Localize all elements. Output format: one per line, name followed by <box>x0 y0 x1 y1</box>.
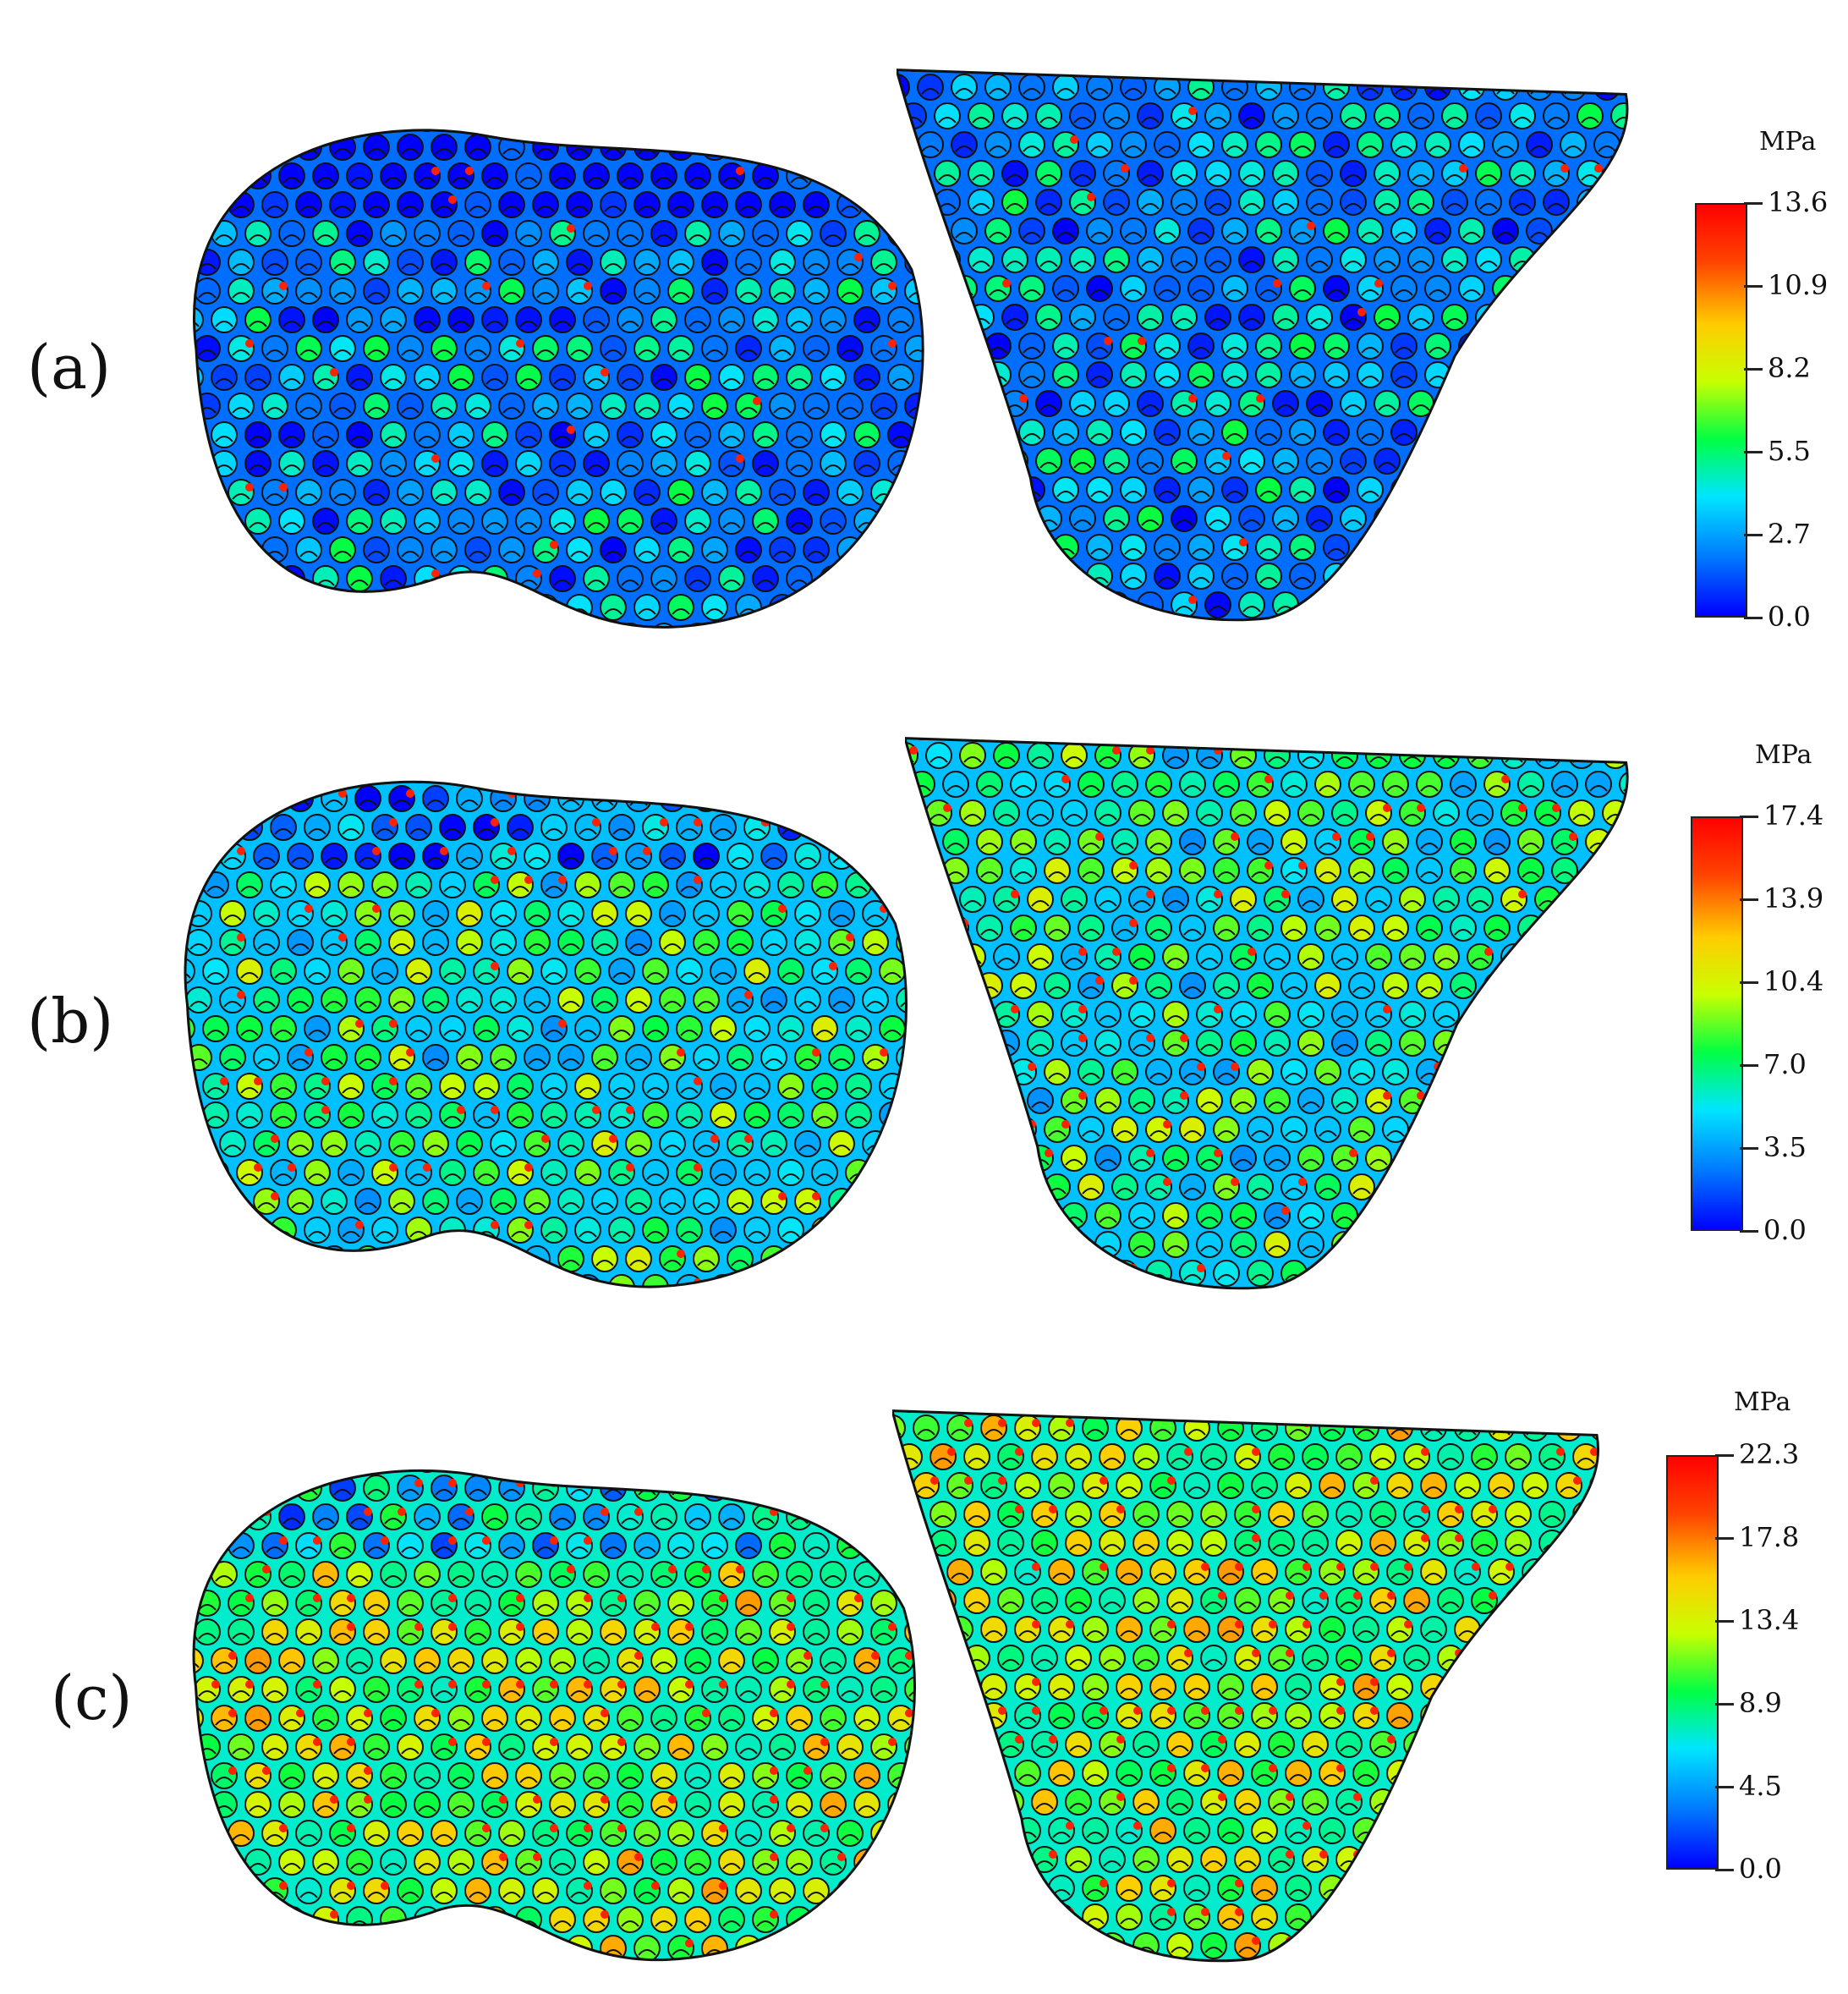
colorbar-unit: MPa <box>1755 740 1812 770</box>
colorbar-gradient <box>1666 1455 1719 1870</box>
colorbar-tickmark <box>1744 202 1763 205</box>
colorbar-tickmark <box>1740 1064 1758 1067</box>
panel-a: (a) MPa 13.6 10.9 8.2 5.5 2.7 0.0 <box>0 0 1848 660</box>
stress-colorbar: MPa 17.4 13.9 10.4 7.0 3.5 0.0 <box>1670 740 1848 1248</box>
femoral-lattice-view <box>156 1451 943 1975</box>
colorbar-tick-label: 0.0 <box>1763 1214 1807 1246</box>
colorbar-tickmark <box>1744 534 1763 536</box>
colorbar-tick-label: 17.8 <box>1739 1521 1800 1553</box>
colorbar-tick-label: 13.9 <box>1763 882 1824 915</box>
panel-label: (c) <box>51 1662 133 1733</box>
colorbar-tick-label: 0.0 <box>1768 601 1811 633</box>
panel-label: (b) <box>27 986 114 1057</box>
colorbar-tickmark <box>1740 816 1758 818</box>
panel-label: (a) <box>27 332 112 403</box>
colorbar-gradient <box>1691 816 1743 1231</box>
stress-colorbar: MPa 22.3 17.8 13.4 8.9 4.5 0.0 <box>1649 1387 1844 1912</box>
colorbar-tick-label: 5.5 <box>1768 435 1811 467</box>
colorbar-tickmark <box>1740 981 1758 984</box>
colorbar-tick-label: 8.9 <box>1739 1687 1782 1719</box>
tibial-lattice-view <box>905 689 1641 1299</box>
colorbar-tickmark <box>1715 1869 1734 1871</box>
colorbar-tick-label: 0.0 <box>1739 1853 1782 1885</box>
colorbar-tickmark <box>1744 368 1763 371</box>
colorbar-tickmark <box>1744 451 1763 453</box>
colorbar-tickmark <box>1715 1620 1734 1623</box>
colorbar-tick-label: 17.4 <box>1763 799 1824 832</box>
colorbar-tick-label: 3.5 <box>1763 1131 1807 1163</box>
colorbar-tick-label: 22.3 <box>1739 1438 1800 1470</box>
colorbar-tickmark <box>1715 1786 1734 1788</box>
tibial-lattice-view <box>897 21 1641 630</box>
stress-colorbar: MPa 13.6 10.9 8.2 5.5 2.7 0.0 <box>1675 127 1848 634</box>
colorbar-tickmark <box>1715 1703 1734 1706</box>
tibial-lattice-view <box>892 1362 1611 1971</box>
colorbar-tick-label: 2.7 <box>1768 518 1811 550</box>
colorbar-tick-label: 7.0 <box>1763 1048 1807 1080</box>
colorbar-tick-label: 4.5 <box>1739 1770 1782 1802</box>
colorbar-tickmark <box>1744 617 1763 619</box>
colorbar-tick-label: 10.4 <box>1763 965 1824 997</box>
colorbar-gradient <box>1695 203 1747 618</box>
femoral-lattice-view <box>156 110 951 643</box>
colorbar-unit: MPa <box>1734 1387 1791 1417</box>
colorbar-tickmark <box>1715 1537 1734 1540</box>
colorbar-tickmark <box>1740 1147 1758 1150</box>
colorbar-unit: MPa <box>1759 127 1817 157</box>
panel-c: (c) MPa 22.3 17.8 13.4 8.9 4.5 0.0 <box>0 1328 1848 1994</box>
colorbar-tick-label: 13.4 <box>1739 1604 1800 1636</box>
colorbar-tickmark <box>1740 1230 1758 1233</box>
panel-b: (b) MPa 17.4 13.9 10.4 7.0 3.5 0.0 <box>0 660 1848 1328</box>
femoral-lattice-view <box>148 761 935 1303</box>
colorbar-tick-label: 8.2 <box>1768 352 1811 384</box>
colorbar-tickmark <box>1744 285 1763 288</box>
colorbar-tick-label: 13.6 <box>1768 186 1829 218</box>
colorbar-tickmark <box>1715 1454 1734 1457</box>
colorbar-tickmark <box>1740 898 1758 901</box>
colorbar-tick-label: 10.9 <box>1768 269 1829 301</box>
